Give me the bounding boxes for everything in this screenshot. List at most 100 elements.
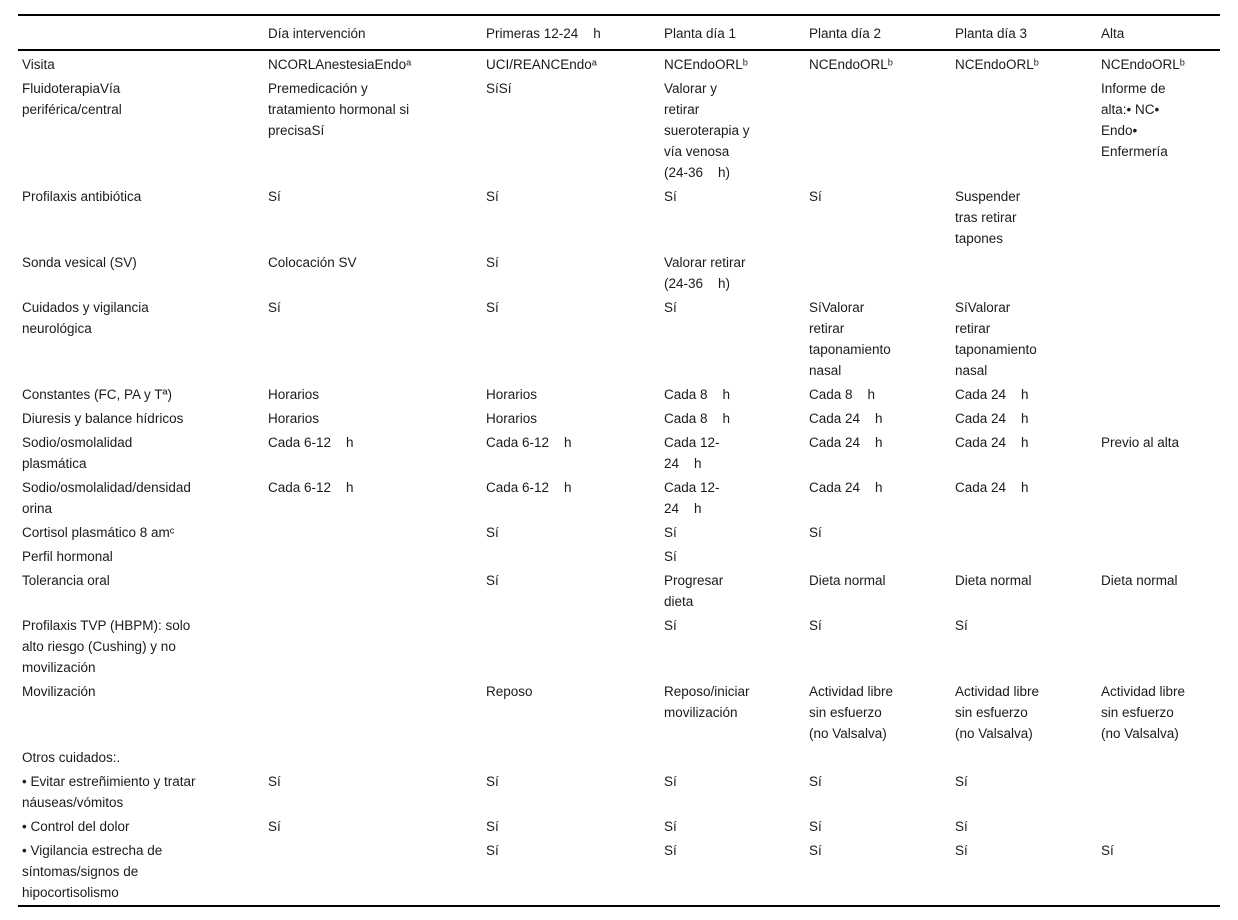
- table-row: • Control del dolor Sí Sí Sí Sí Sí: [18, 815, 1220, 839]
- table-row: Visita NCORLAnestesiaEndoᵃ UCI/REANCEndoᵃ N…: [18, 50, 1220, 77]
- table-cell: Cada 6-12 h: [486, 480, 572, 495]
- table-cell: Cada 6-12 h: [486, 435, 572, 450]
- table-cell: Sí: [664, 774, 677, 789]
- table-cell: Sí: [486, 843, 499, 858]
- table-header-row: Día intervención Primeras 12-24 h Planta d…: [18, 15, 1220, 51]
- table-cell: [955, 251, 1101, 296]
- row-label-header: [18, 15, 268, 51]
- table-cell: [1101, 770, 1220, 815]
- table-cell: NCEndoORLᵇ: [955, 57, 1039, 72]
- column-header: Planta día 2: [809, 15, 955, 51]
- table-cell: Reposo/iniciar movilización: [664, 684, 750, 720]
- table-cell: Sí: [664, 843, 677, 858]
- table-row: Sonda vesical (SV) Colocación SV Sí Valorar…: [18, 251, 1220, 296]
- table-cell: Cada 24 h: [809, 480, 883, 495]
- table-cell: Actividad libre sin esfuerzo (no Valsalv…: [955, 684, 1040, 741]
- table-cell: [1101, 185, 1220, 251]
- table-row: Sodio/osmolalidad plasmática Cada 6-12 h C…: [18, 431, 1220, 476]
- table-row: Constantes (FC, PA y Tª) Horarios Horarios…: [18, 383, 1220, 407]
- table-cell: Premedicación y tratamiento hormonal si …: [268, 81, 410, 138]
- table-cell: Sí: [268, 300, 281, 315]
- row-label: Cortisol plasmático 8 amᶜ: [22, 525, 175, 540]
- table-cell: [955, 77, 1101, 185]
- column-header: Primeras 12-24 h: [486, 15, 664, 51]
- table-cell: [664, 746, 809, 770]
- table-cell: SíSí: [486, 81, 512, 96]
- table-cell: Previo al alta: [1101, 435, 1180, 450]
- table-cell: Cada 8 h: [809, 387, 876, 402]
- table-cell: Sí: [1101, 843, 1114, 858]
- table-cell: Sí: [486, 189, 499, 204]
- table-row: Movilización Reposo Reposo/iniciar moviliz…: [18, 680, 1220, 746]
- table-row: Profilaxis TVP (HBPM): solo alto riesgo …: [18, 614, 1220, 680]
- row-label: • Evitar estreñimiento y tratar náuseas/…: [22, 774, 196, 810]
- table-cell: [268, 839, 486, 906]
- table-cell: Sí: [486, 525, 499, 540]
- table-cell: Sí: [664, 525, 677, 540]
- table-cell: Sí: [664, 300, 677, 315]
- column-header: Planta día 3: [955, 15, 1101, 51]
- table-cell: [955, 521, 1101, 545]
- table-header: Día intervención Primeras 12-24 h Planta d…: [18, 15, 1220, 51]
- table-cell: Sí: [486, 819, 499, 834]
- table-cell: Cada 24 h: [955, 411, 1029, 426]
- table-cell: Dieta normal: [809, 573, 886, 588]
- table-cell: [268, 521, 486, 545]
- table-cell: [1101, 545, 1220, 569]
- table-cell: Cada 12- 24 h: [664, 480, 720, 516]
- row-label: Perfil hormonal: [22, 549, 113, 564]
- table-cell: SíValorar retirar taponamiento nasal: [809, 300, 891, 378]
- table-cell: Dieta normal: [955, 573, 1032, 588]
- row-label: Otros cuidados:.: [22, 750, 121, 765]
- table-cell: Horarios: [486, 387, 538, 402]
- table-cell: [268, 569, 486, 614]
- table-cell: [486, 614, 664, 680]
- table-cell: Horarios: [268, 411, 320, 426]
- table-cell: [268, 746, 486, 770]
- row-label: Sodio/osmolalidad plasmática: [22, 435, 133, 471]
- table-cell: [1101, 746, 1220, 770]
- table-cell: Sí: [664, 189, 677, 204]
- table-cell: [1101, 521, 1220, 545]
- table-cell: Colocación SV: [268, 255, 357, 270]
- table-row: Otros cuidados:.: [18, 746, 1220, 770]
- row-label: • Vigilancia estrecha de síntomas/signos…: [22, 843, 163, 900]
- table-cell: Sí: [809, 525, 822, 540]
- table-cell: Cada 24 h: [955, 435, 1029, 450]
- row-label: Sodio/osmolalidad/densidad orina: [22, 480, 191, 516]
- row-label: Movilización: [22, 684, 96, 699]
- table-cell: Valorar retirar (24-36 h): [664, 255, 746, 291]
- table-cell: Sí: [809, 618, 822, 633]
- table-cell: Sí: [809, 774, 822, 789]
- row-label: • Control del dolor: [22, 819, 130, 834]
- table-cell: Cada 6-12 h: [268, 435, 354, 450]
- table-cell: Progresar dieta: [664, 573, 724, 609]
- table-cell: Cada 12- 24 h: [664, 435, 720, 471]
- table-cell: NCEndoORLᵇ: [809, 57, 893, 72]
- table-cell: Cada 24 h: [955, 480, 1029, 495]
- table-cell: Valorar y retirar sueroterapia y vía ven…: [664, 81, 750, 180]
- table-cell: Cada 8 h: [664, 411, 731, 426]
- table-cell: Cada 6-12 h: [268, 480, 354, 495]
- table-cell: [268, 680, 486, 746]
- column-header: Planta día 1: [664, 15, 809, 51]
- table-cell: Informe de alta:• NC• Endo• Enfermería: [1101, 81, 1168, 159]
- table-cell: [268, 614, 486, 680]
- row-label: Sonda vesical (SV): [22, 255, 137, 270]
- table-cell: Horarios: [486, 411, 538, 426]
- row-label: Tolerancia oral: [22, 573, 110, 588]
- table-body: Visita NCORLAnestesiaEndoᵃ UCI/REANCEndoᵃ N…: [18, 50, 1220, 906]
- table-cell: Sí: [809, 819, 822, 834]
- table-row: • Evitar estreñimiento y tratar náuseas/…: [18, 770, 1220, 815]
- row-label: Constantes (FC, PA y Tª): [22, 387, 173, 402]
- table-cell: [486, 545, 664, 569]
- table-cell: Sí: [268, 774, 281, 789]
- table-row: Cuidados y vigilancia neurológica Sí Sí Sí S…: [18, 296, 1220, 383]
- table-row: FluidoterapiaVía periférica/central Preme…: [18, 77, 1220, 185]
- table-cell: Sí: [955, 843, 968, 858]
- column-header: Día intervención: [268, 15, 486, 51]
- table-row: Sodio/osmolalidad/densidad orina Cada 6-1…: [18, 476, 1220, 521]
- table-cell: Reposo: [486, 684, 533, 699]
- table-cell: [1101, 383, 1220, 407]
- table-cell: Sí: [486, 774, 499, 789]
